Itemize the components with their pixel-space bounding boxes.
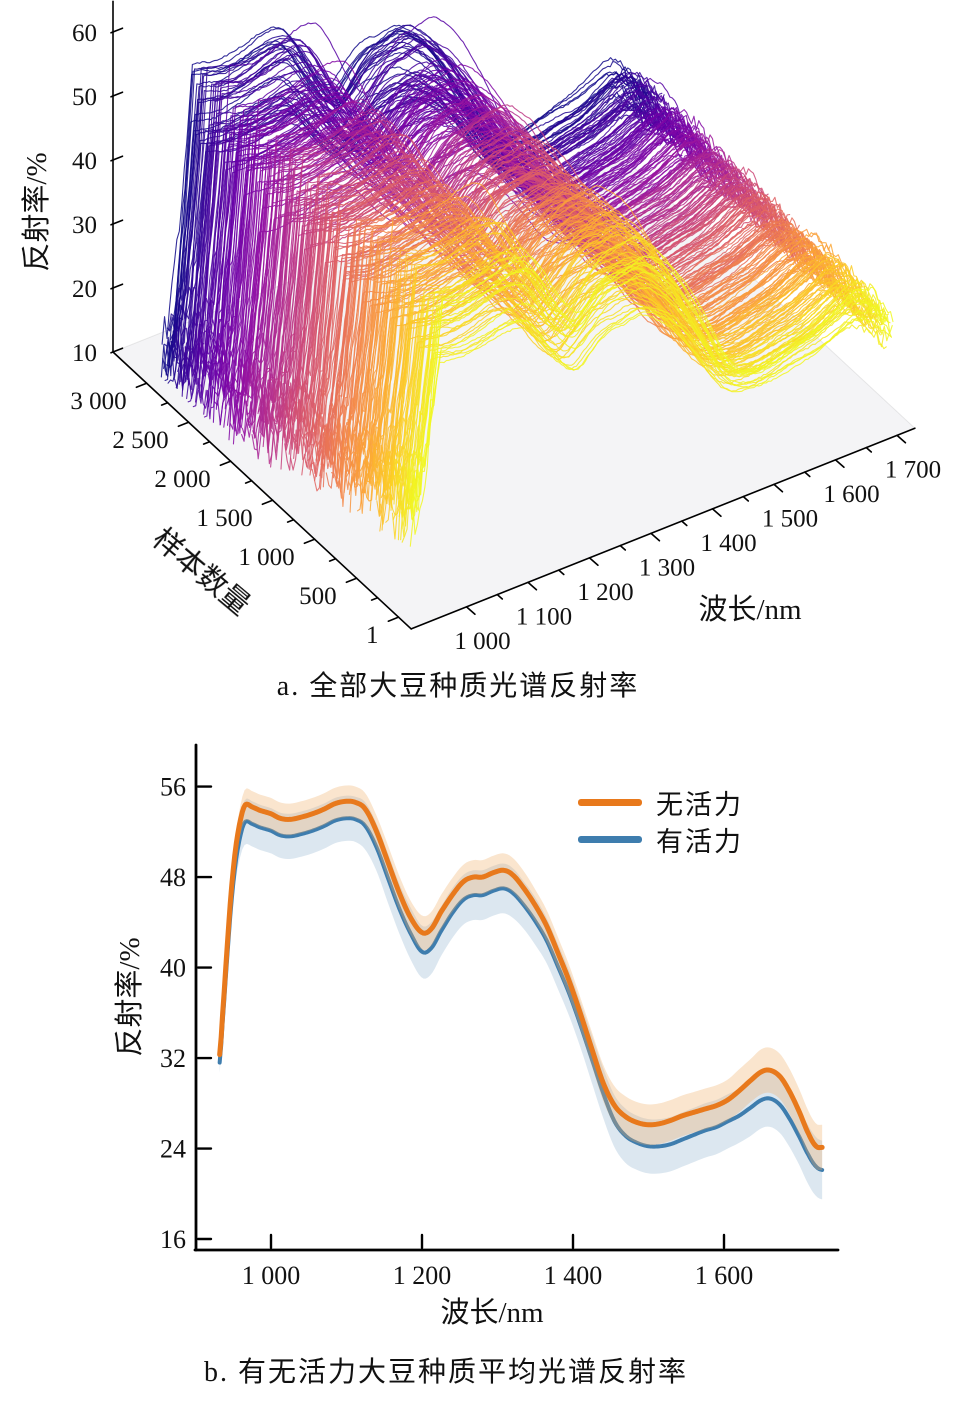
legend-label: 无活力: [656, 790, 743, 820]
legend: 无活力 有活力: [578, 784, 743, 858]
legend-item: 无活力: [578, 784, 743, 821]
figure-a-caption: a. 全部大豆种质光谱反射率: [276, 671, 640, 702]
figure-b-y-axis-title: 反射率/%: [114, 937, 146, 1057]
figure-a-z-axis-title: 反射率/%: [21, 152, 53, 272]
figure-b-caption: b. 有无活力大豆种质平均光谱反射率: [203, 1357, 688, 1388]
figure-a-x-axis-title: 波长/nm: [698, 594, 802, 626]
legend-swatch: [578, 799, 642, 806]
legend-swatch: [578, 836, 642, 843]
legend-label: 有活力: [656, 827, 743, 857]
legend-item: 有活力: [578, 821, 743, 858]
figure-b-x-axis-title: 波长/nm: [440, 1297, 544, 1329]
